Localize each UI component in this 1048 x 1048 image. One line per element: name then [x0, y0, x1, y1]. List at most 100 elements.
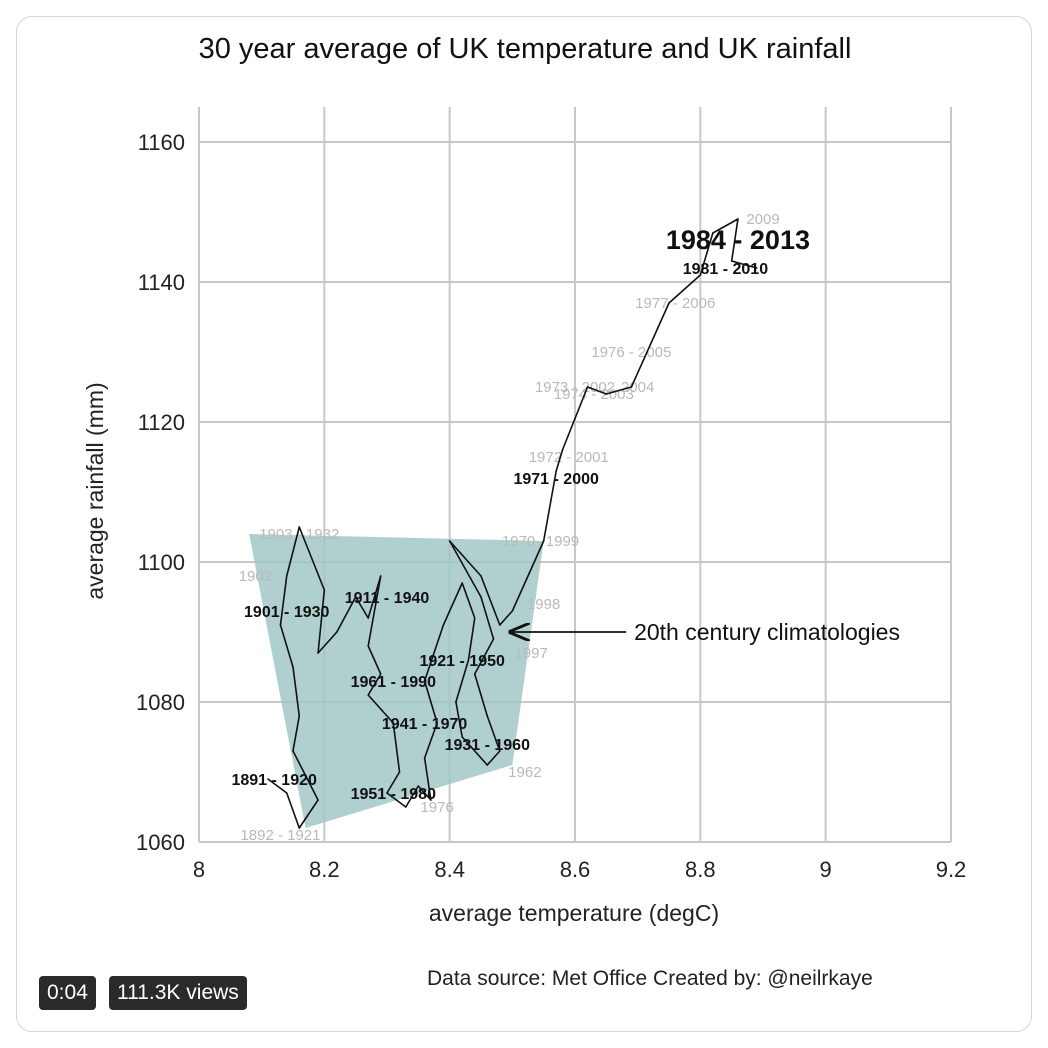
data-point: [542, 540, 545, 542]
data-point: [455, 701, 457, 703]
faded-period-label: 2004: [621, 379, 654, 396]
y-tick-label: 1120: [138, 410, 185, 435]
video-time-badge: 0:04: [39, 976, 96, 1010]
faded-period-label: 1973 - 2002: [535, 379, 615, 396]
x-tick-label: 8.2: [309, 857, 340, 882]
data-point: [561, 449, 564, 451]
chart-title: 30 year average of UK temperature and UK…: [198, 33, 852, 65]
faded-period-label: 1997: [514, 645, 547, 662]
data-point: [367, 645, 370, 647]
period-label: 1901 - 1930: [244, 604, 330, 621]
data-point: [730, 260, 733, 262]
data-point: [354, 596, 357, 598]
media-card[interactable]: 30 year average of UK temperature and UK…: [16, 16, 1032, 1032]
view-count-badge: 111.3K views: [109, 976, 247, 1010]
y-tick-label: 1160: [138, 130, 185, 155]
data-point: [605, 393, 608, 395]
data-point: [467, 659, 470, 661]
annotation-label: 20th century climatologies: [634, 619, 900, 645]
data-point: [336, 631, 338, 633]
data-point: [555, 470, 557, 472]
period-label: 1961 - 1990: [351, 674, 437, 691]
data-point: [492, 638, 495, 640]
period-label: 1891 - 1920: [231, 772, 317, 789]
data-point: [586, 386, 589, 388]
data-point: [480, 596, 482, 598]
period-label: 1941 - 1970: [382, 716, 468, 733]
y-tick-label: 1140: [138, 270, 185, 295]
x-tick-label: 8.4: [434, 857, 465, 882]
data-point: [486, 764, 489, 766]
data-point: [430, 799, 432, 801]
faded-period-label: 1998: [527, 596, 560, 613]
data-point: [436, 722, 438, 724]
data-point: [392, 722, 395, 724]
y-tick-label: 1060: [136, 830, 185, 855]
data-point: [630, 386, 633, 388]
faded-period-label: 1977 - 2006: [635, 295, 715, 312]
data-point: [461, 582, 464, 584]
data-point: [486, 715, 489, 717]
period-label: 1911 - 1940: [345, 590, 430, 607]
data-point: [285, 575, 288, 577]
data-point: [379, 673, 382, 675]
data-point: [473, 673, 476, 675]
data-point: [267, 778, 269, 780]
data-point: [405, 806, 407, 808]
faded-period-label: 1962: [508, 764, 541, 781]
x-tick-label: 9.2: [936, 857, 967, 882]
data-point: [386, 792, 388, 794]
data-point: [755, 267, 758, 269]
period-label: 1971 - 2000: [513, 471, 599, 488]
data-point: [285, 792, 288, 794]
data-point: [712, 232, 714, 234]
x-tick-label: 9: [820, 857, 832, 882]
faded-period-label: 1974 - 2003: [554, 386, 634, 403]
data-point: [461, 736, 464, 738]
faded-period-label: 1976: [420, 799, 453, 816]
period-label: 1981 - 2010: [683, 261, 769, 278]
data-source-credit: Data source: Met Office Created by: @nei…: [427, 967, 873, 990]
data-point: [317, 799, 319, 801]
latest-period-label: 1984 - 2013: [666, 225, 810, 255]
x-tick-label: 8: [193, 857, 205, 882]
faded-period-label: 1970: [502, 533, 535, 550]
data-point: [423, 757, 426, 759]
data-point: [398, 771, 401, 773]
data-point: [442, 624, 445, 626]
period-label: 1951 - 1980: [351, 786, 437, 803]
data-point: [298, 526, 301, 528]
data-point: [448, 540, 451, 542]
data-point: [379, 575, 382, 577]
data-point: [367, 617, 370, 619]
faded-period-label: 1976 - 2005: [591, 344, 671, 361]
data-point: [668, 302, 670, 304]
chart: 8 8.2 8.4 8.6 8.8 9 9.2 1060 1080 1100 1120 1140 116…: [82, 107, 967, 926]
data-point: [699, 274, 702, 276]
data-point: [511, 610, 514, 612]
faded-period-label: 1892 - 1921: [240, 827, 320, 844]
data-point: [417, 785, 420, 787]
data-point: [499, 750, 501, 752]
faded-period-label: 1902: [239, 568, 272, 585]
faded-period-label: 1999: [546, 533, 579, 550]
data-point: [323, 589, 326, 591]
data-point: [292, 666, 294, 668]
faded-period-label: 1972 - 2001: [529, 449, 609, 466]
data-point: [317, 652, 319, 654]
y-tick-label: 1100: [138, 550, 185, 575]
x-axis-label: average temperature (degC): [429, 900, 719, 926]
data-point: [499, 624, 501, 626]
y-axis-label: average rainfall (mm): [82, 382, 108, 599]
data-point: [367, 694, 370, 696]
data-point: [423, 680, 426, 682]
data-point: [279, 624, 282, 626]
y-tick-label: 1080: [136, 690, 185, 715]
data-point: [737, 218, 739, 220]
period-label: 1921 - 1950: [419, 653, 505, 670]
faded-period-label: 1903 - 1932: [259, 526, 339, 543]
period-label: 1931 - 1960: [445, 737, 531, 754]
data-point: [473, 617, 476, 619]
x-tick-label: 8.6: [560, 857, 591, 882]
climatology-path-line: [267, 218, 757, 829]
